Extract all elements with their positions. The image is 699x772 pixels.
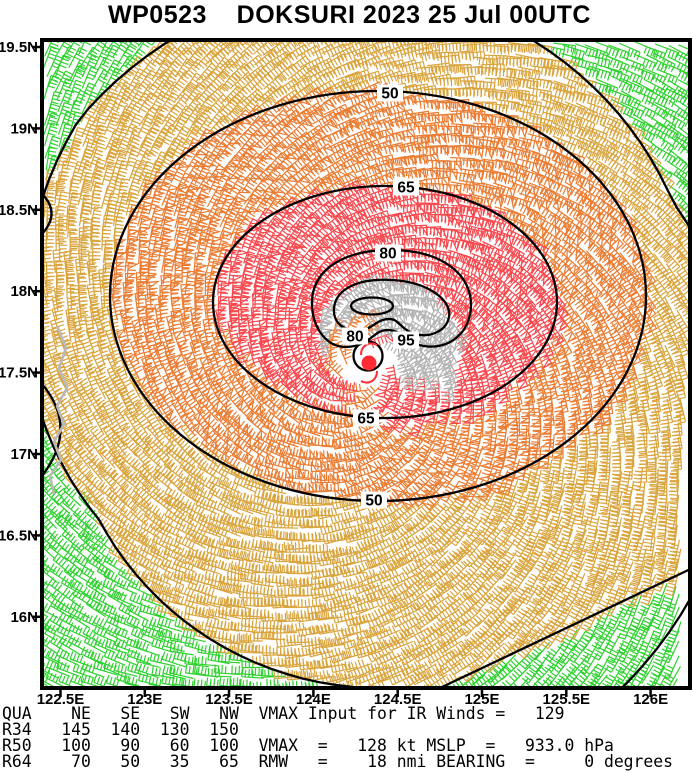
wind-barbs bbox=[109, 81, 658, 511]
contour-labels-layer: 50 65 80 80 95 65 50 bbox=[342, 84, 419, 510]
cyclone-symbol-hook-icon bbox=[360, 370, 378, 384]
longitude-tick-label: 124.5E bbox=[374, 691, 422, 706]
coastline bbox=[48, 325, 69, 495]
longitude-tick-label: 123E bbox=[127, 691, 162, 706]
wind-radii-r64-line: R64 70 50 35 65 RMW = 18 nmi BEARING = 0… bbox=[2, 752, 674, 771]
longitude-tick-label: 125E bbox=[464, 691, 499, 706]
contour-label-backing bbox=[393, 178, 419, 196]
wind-barbs-layer bbox=[42, 40, 690, 688]
longitude-tick-label: 125.5E bbox=[543, 691, 591, 706]
contour-label: 50 bbox=[365, 493, 382, 510]
wind-radii-r50-line: R50 100 90 60 100 VMAX = 128 kt MSLP = 9… bbox=[2, 736, 614, 755]
contour-label-backing bbox=[353, 409, 379, 427]
isotach-contour bbox=[439, 568, 690, 688]
isotach-contour bbox=[349, 296, 395, 316]
longitude-tick-label: 124E bbox=[296, 691, 331, 706]
isotach-contour bbox=[42, 193, 53, 235]
latitude-tick-label: 17N bbox=[10, 446, 38, 463]
isotach-contours-layer bbox=[42, 40, 690, 688]
contour-label-backing bbox=[342, 327, 368, 345]
contour-label: 95 bbox=[397, 333, 415, 350]
contour-label: 50 bbox=[381, 86, 398, 103]
contour-label: 80 bbox=[346, 329, 363, 346]
latitude-tick-label: 19.5N bbox=[0, 39, 38, 56]
contour-label-backing bbox=[377, 84, 403, 102]
contour-label-backing bbox=[393, 331, 419, 349]
latitude-tick-label: 16.5N bbox=[0, 527, 38, 544]
contour-label-backing bbox=[361, 491, 387, 509]
wind-radii-header-line: QUA NE SE SW NW VMAX Input for IR Winds … bbox=[2, 704, 565, 723]
wind-barbs bbox=[42, 40, 690, 688]
latitude-tick-label: 17.5N bbox=[0, 365, 38, 382]
wind-barbs bbox=[42, 40, 690, 688]
contour-label: 80 bbox=[379, 246, 396, 263]
longitude-tick-label: 122.5E bbox=[37, 691, 85, 706]
wind-radii-r34-line: R34 145 140 130 150 bbox=[2, 720, 239, 739]
latitude-tick-label: 18N bbox=[10, 283, 38, 300]
map-frame bbox=[33, 38, 692, 697]
page-title: WP0523 DOKSURI 2023 25 Jul 00UTC bbox=[108, 1, 591, 29]
contour-label: 65 bbox=[397, 180, 415, 197]
latitude-tick-label: 18.5N bbox=[0, 202, 38, 219]
map-border bbox=[40, 38, 692, 690]
storm-parameters-block: QUA NE SE SW NW VMAX Input for IR Winds … bbox=[2, 704, 699, 771]
longitude-tick-label: 126E bbox=[633, 691, 668, 706]
storm-center-dot bbox=[361, 355, 377, 371]
axis-labels-layer: 19.5N 19N 18.5N 18N 17.5N 17N 16.5N 16N 122.5E 12… bbox=[0, 39, 668, 706]
isotach-contour bbox=[42, 40, 690, 688]
contour-label: 65 bbox=[357, 411, 375, 428]
contour-label-backing bbox=[375, 244, 401, 262]
isotach-contour bbox=[211, 184, 559, 420]
longitude-tick-label: 123.5E bbox=[205, 691, 253, 706]
storm-center-icon bbox=[360, 342, 378, 384]
cyclone-symbol-hook-icon bbox=[360, 342, 378, 356]
latitude-tick-label: 19N bbox=[10, 120, 38, 137]
latitude-tick-label: 16N bbox=[10, 609, 38, 626]
